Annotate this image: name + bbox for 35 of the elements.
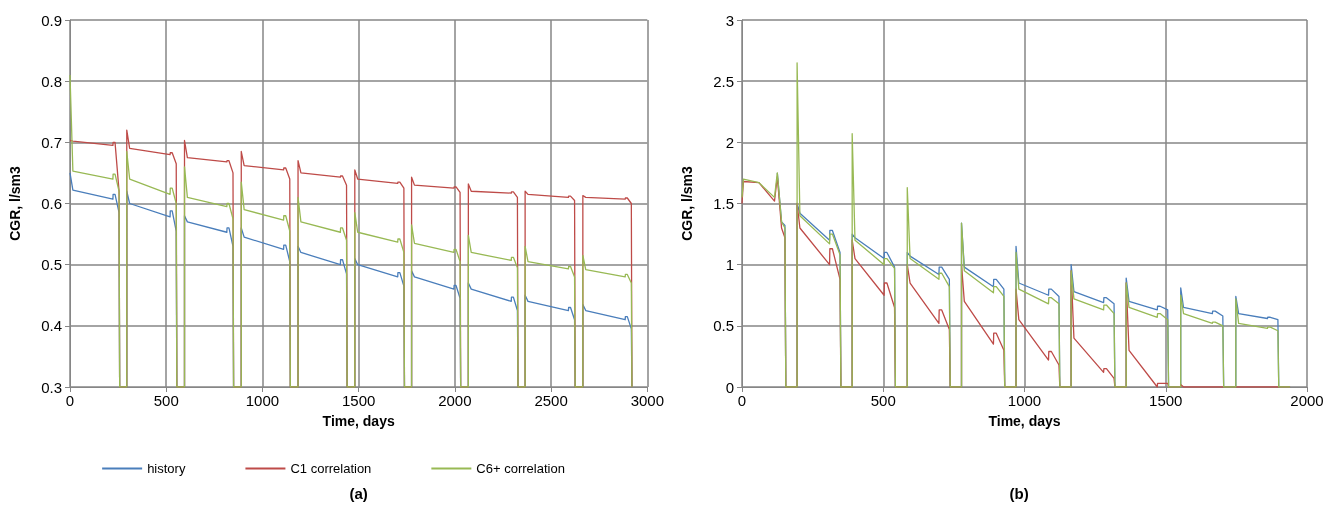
x-tick-label: 500 xyxy=(153,392,179,409)
x-tick-label: 0 xyxy=(737,392,747,409)
x-axis-title: Time, days xyxy=(988,413,1061,429)
y-tick-label: 1.5 xyxy=(713,195,734,212)
x-tick-label: 2000 xyxy=(438,392,472,409)
y-tick-label: 0.3 xyxy=(41,378,62,396)
text: (b) xyxy=(1009,485,1029,502)
x-tick-label: 500 xyxy=(870,392,896,409)
x-axis-title: Time, days xyxy=(322,413,395,429)
x-tick-label: 0 xyxy=(65,392,75,409)
x-tick-label: 1000 xyxy=(1007,392,1042,409)
x-tick-label: 1500 xyxy=(341,392,376,409)
y-tick-label: 1 xyxy=(725,256,734,274)
legend-label: history xyxy=(147,461,186,476)
y-axis-title: CGR, l/sm3 xyxy=(7,165,23,241)
legend-label: C6+ correlation xyxy=(476,461,565,476)
y-tick-label: 0.5 xyxy=(713,317,734,335)
y-tick-label: 0.8 xyxy=(41,72,62,90)
y-tick-label: 2.5 xyxy=(713,72,734,90)
x-tick-label: 2000 xyxy=(1290,392,1324,409)
y-tick-label: 0.9 xyxy=(41,11,62,29)
y-tick-label: 2 xyxy=(725,133,734,151)
y-tick-label: 0.7 xyxy=(41,133,62,151)
x-tick-label: 3000 xyxy=(630,392,664,409)
x-tick-label: 1000 xyxy=(245,392,280,409)
y-tick-label: 0 xyxy=(725,378,734,396)
legend-label: C1 correlation xyxy=(290,461,372,476)
x-tick-label: 2500 xyxy=(534,392,568,409)
y-tick-label: 0.6 xyxy=(41,195,62,212)
x-tick-label: 1500 xyxy=(1149,392,1183,409)
y-axis-title: CGR, l/sm3 xyxy=(679,165,695,241)
y-tick-label: 0.5 xyxy=(41,256,62,274)
y-tick-label: 0.4 xyxy=(41,317,62,335)
y-tick-label: 3 xyxy=(725,11,734,29)
text: (a) xyxy=(349,485,368,502)
